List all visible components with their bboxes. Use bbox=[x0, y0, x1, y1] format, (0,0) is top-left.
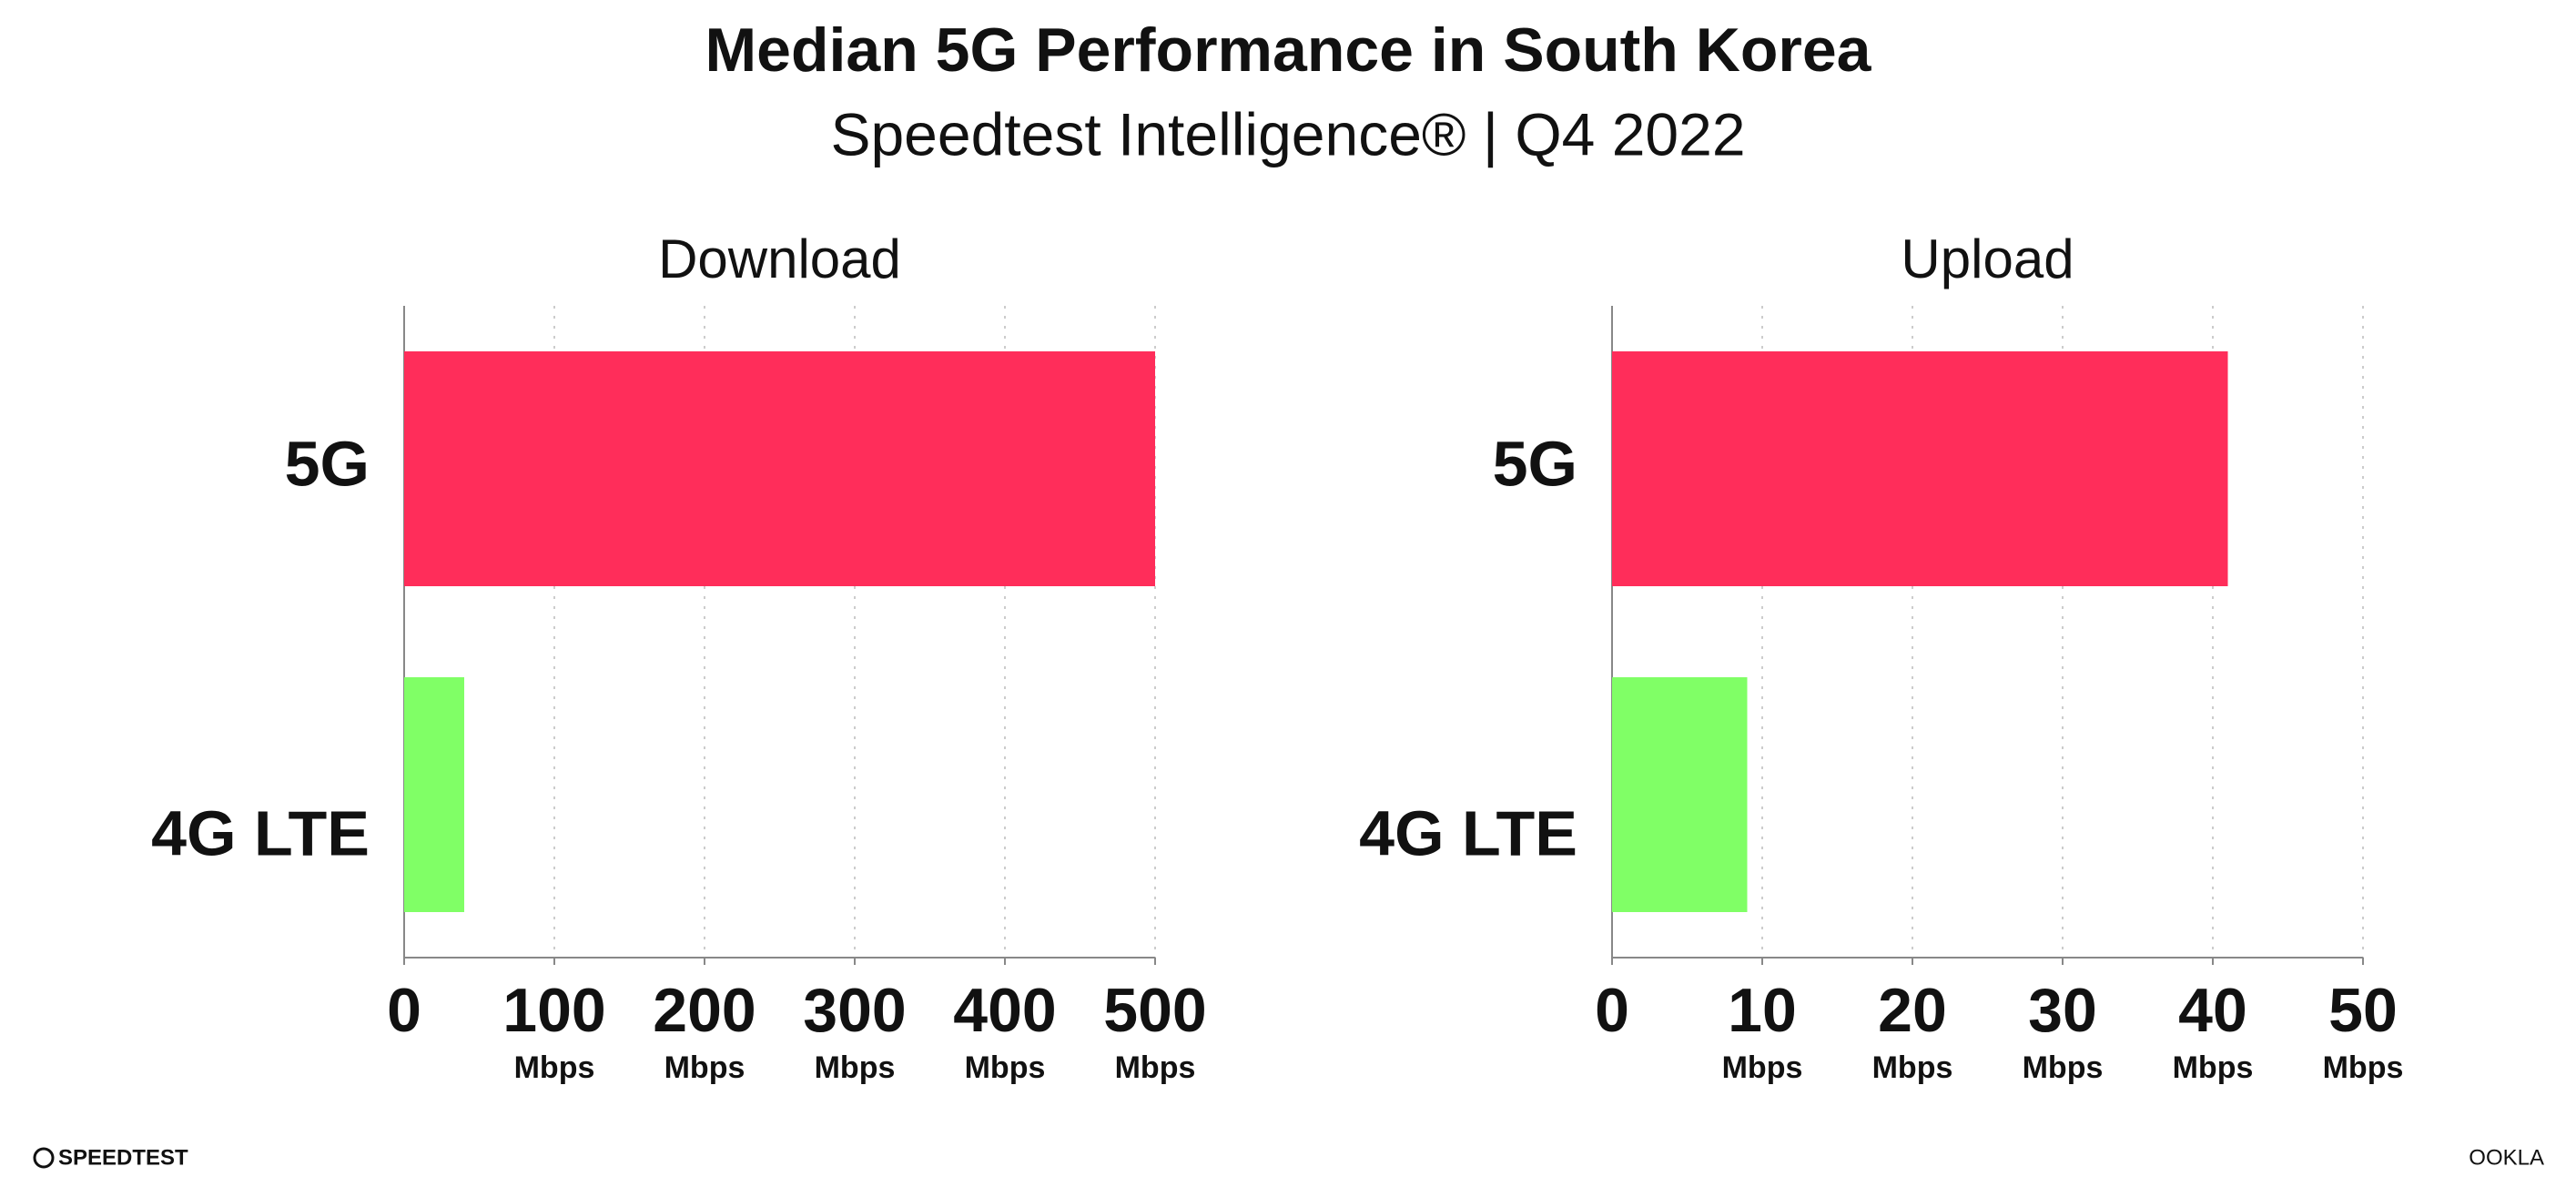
x-tick-label: 0 bbox=[1595, 976, 1629, 1045]
footer-right: OOKLA bbox=[2469, 1145, 2544, 1170]
bar bbox=[404, 351, 1155, 586]
category-label: 5G bbox=[1493, 428, 1577, 499]
x-tick-label: 0 bbox=[387, 976, 421, 1045]
x-tick-label: 100 Mbps bbox=[502, 976, 605, 1085]
x-tick-label: 50 Mbps bbox=[2323, 976, 2404, 1085]
x-tick-label: 30 Mbps bbox=[2023, 976, 2104, 1085]
x-tick-label: 10 Mbps bbox=[1722, 976, 1803, 1085]
subtitle: Speedtest Intelligence® | Q4 2022 bbox=[830, 100, 1745, 167]
speedtest-icon bbox=[33, 1147, 55, 1169]
x-tick-label: 40 Mbps bbox=[2173, 976, 2254, 1085]
x-tick-label: 200 Mbps bbox=[653, 976, 756, 1085]
category-label: 4G LTE bbox=[151, 797, 370, 868]
title: Median 5G Performance in South Korea bbox=[705, 15, 1872, 85]
x-tick-label: 300 Mbps bbox=[803, 976, 906, 1085]
subplot-title: Download bbox=[658, 228, 901, 289]
x-tick-label: 500 Mbps bbox=[1103, 976, 1206, 1085]
bar bbox=[404, 677, 464, 912]
footer-left: SPEEDTEST bbox=[58, 1145, 188, 1170]
subplot-title: Upload bbox=[1901, 228, 2074, 289]
bar bbox=[1612, 351, 2228, 586]
category-label: 5G bbox=[285, 428, 370, 499]
bar bbox=[1612, 677, 1748, 912]
x-tick-label: 400 Mbps bbox=[953, 976, 1056, 1085]
category-label: 4G LTE bbox=[1359, 797, 1577, 868]
x-tick-label: 20 Mbps bbox=[1872, 976, 1953, 1085]
